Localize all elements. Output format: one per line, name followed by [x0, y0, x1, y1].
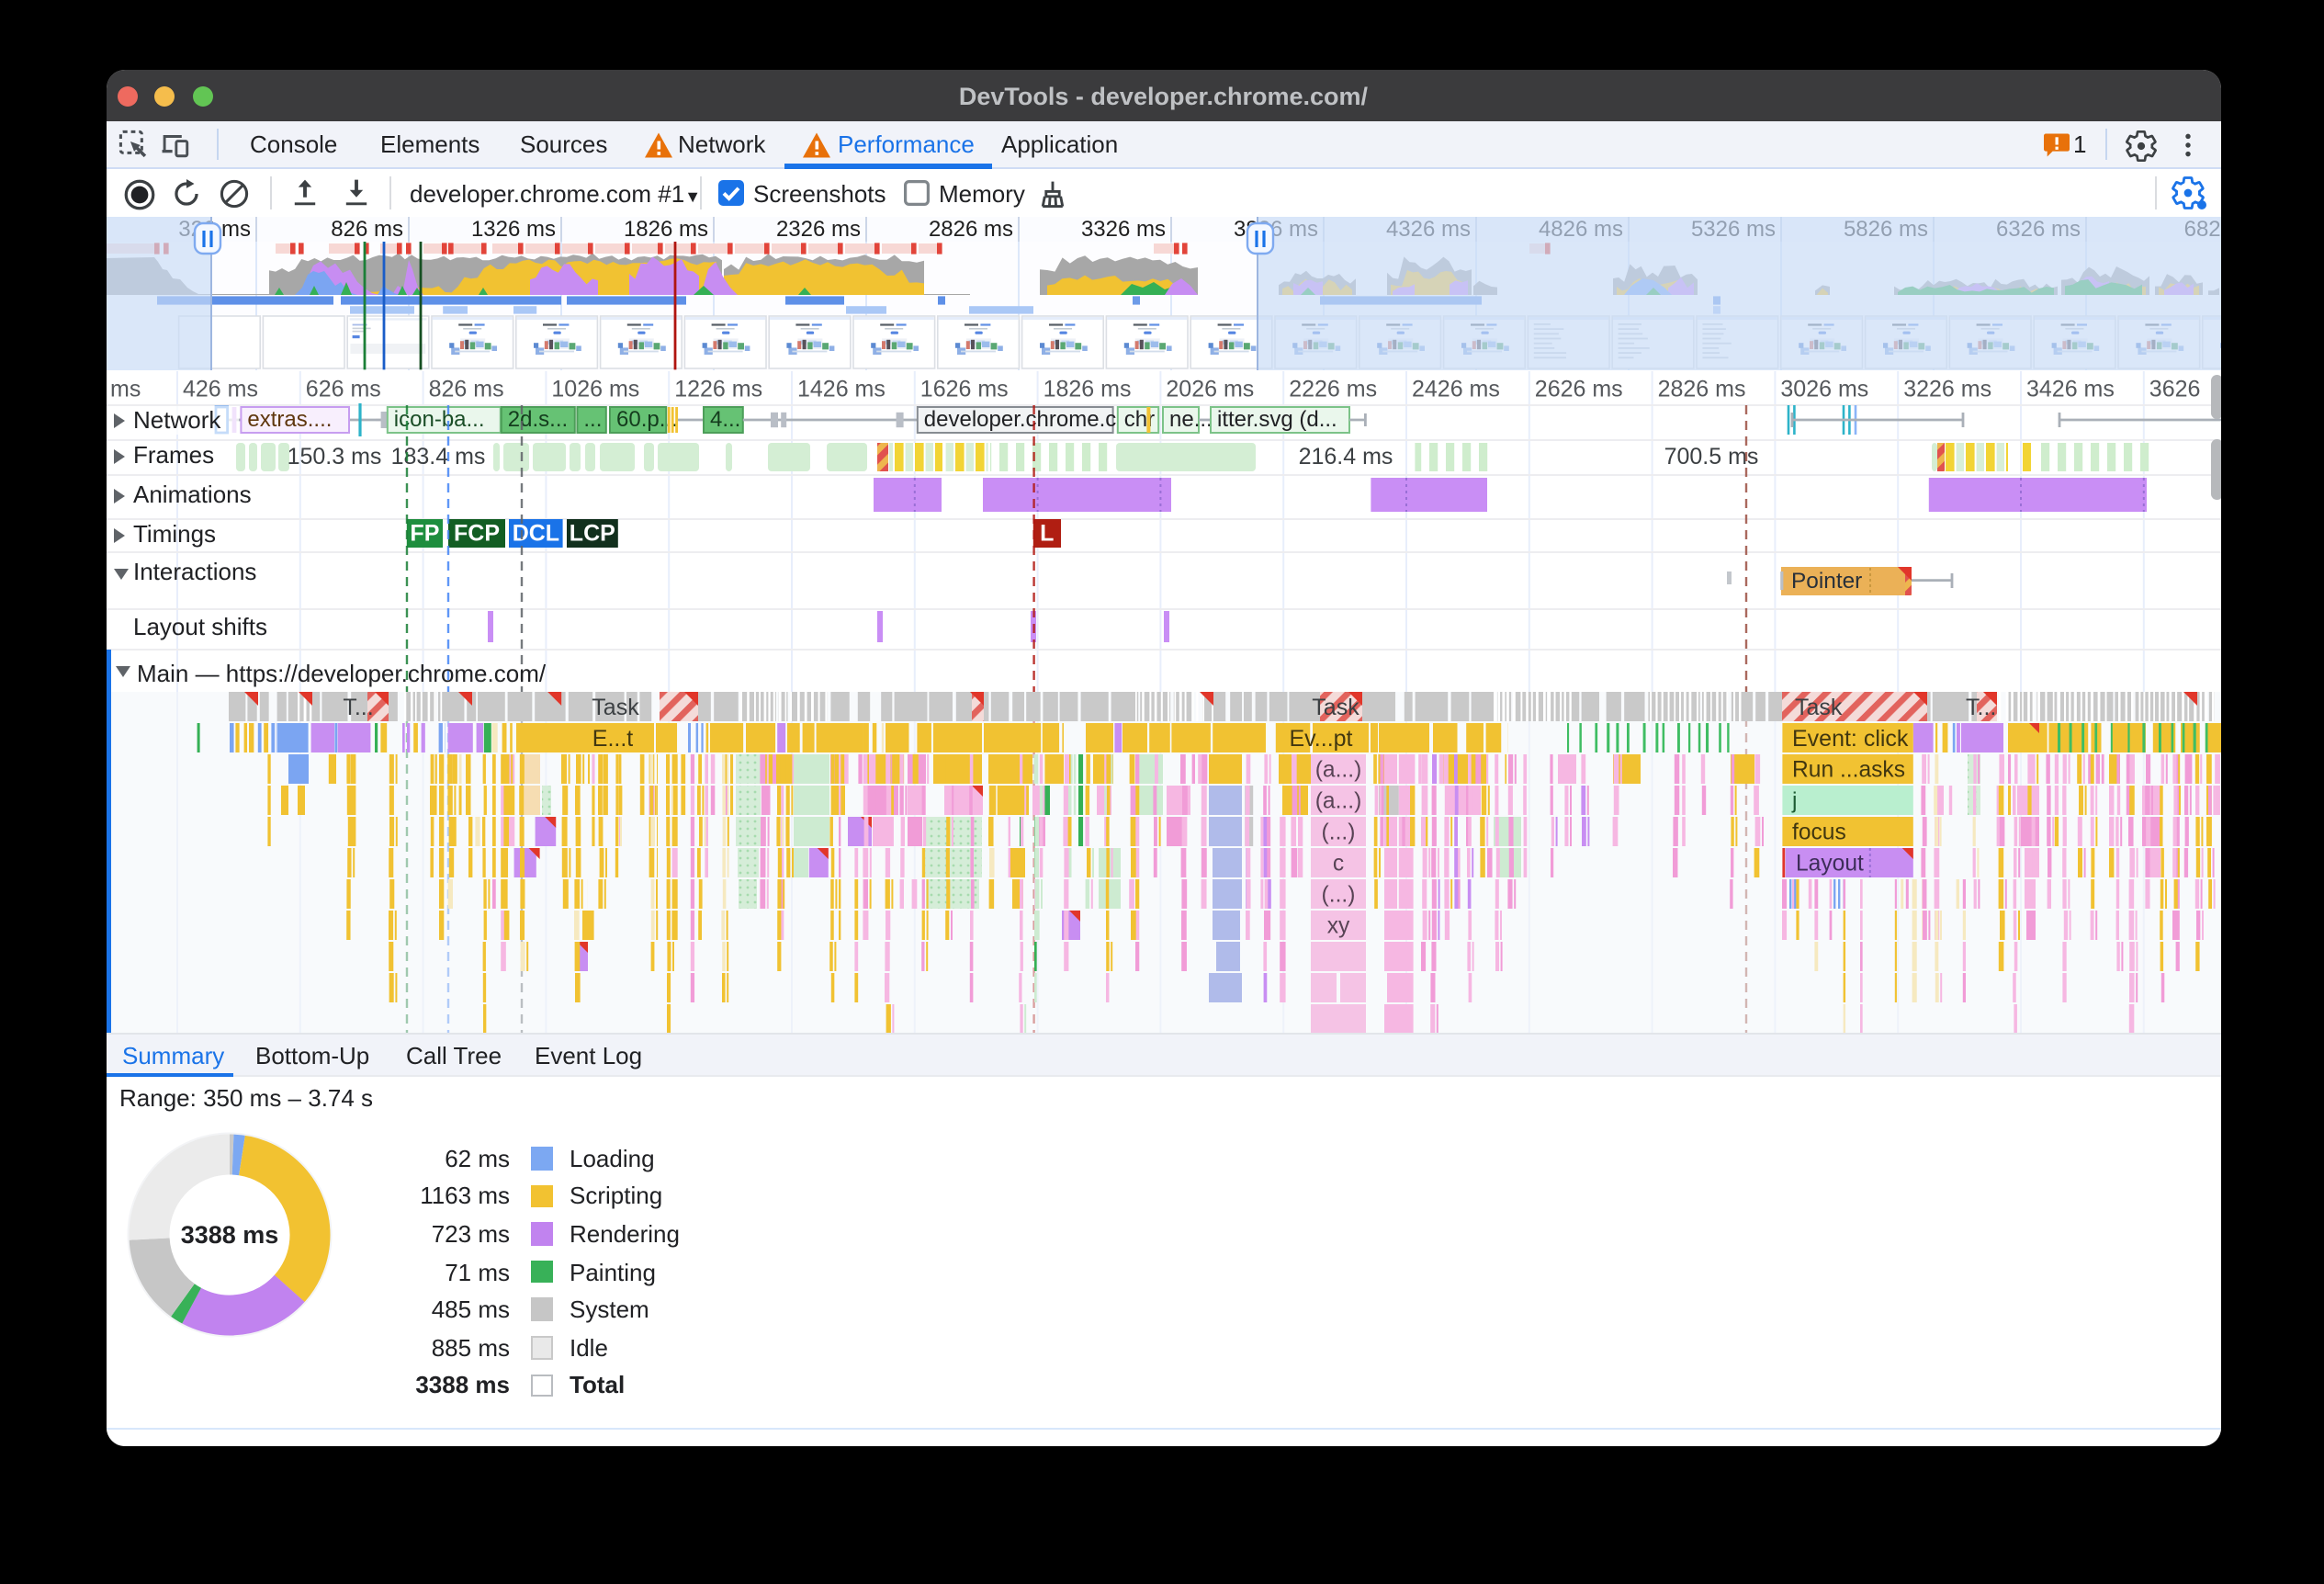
svg-text:1626 ms: 1626 ms	[919, 376, 1008, 402]
svg-text:426 ms: 426 ms	[182, 376, 257, 402]
svg-text:FCP: FCP	[453, 520, 499, 546]
svg-text:(...): (...)	[1321, 820, 1355, 844]
svg-text:1226 ms: 1226 ms	[673, 376, 762, 402]
svg-text:2226 ms: 2226 ms	[1288, 376, 1376, 402]
svg-text:(a...): (a...)	[1314, 757, 1361, 782]
svg-text:826 ms: 826 ms	[428, 376, 503, 402]
svg-text:3388 ms: 3388 ms	[180, 1221, 278, 1249]
svg-text:c: c	[1332, 851, 1343, 876]
svg-text:Interactions: Interactions	[132, 557, 255, 584]
svg-text:3426 ms: 3426 ms	[2025, 376, 2114, 402]
svg-text:L: L	[1039, 520, 1053, 546]
svg-text:3226 ms: 3226 ms	[1902, 376, 1991, 402]
svg-text:focus: focus	[1791, 820, 1845, 844]
svg-text:j: j	[1790, 788, 1796, 813]
svg-text:2626 ms: 2626 ms	[1534, 376, 1622, 402]
svg-text:700.5 ms: 700.5 ms	[1664, 443, 1758, 469]
svg-text:...: ...	[582, 406, 601, 431]
svg-text:Run ...asks: Run ...asks	[1791, 757, 1904, 782]
svg-text:extras....: extras....	[246, 406, 331, 431]
svg-text:2826 ms: 2826 ms	[1657, 376, 1745, 402]
svg-text:3026 ms: 3026 ms	[1779, 376, 1867, 402]
svg-text:(a...): (a...)	[1314, 788, 1361, 813]
svg-text:Pointer: Pointer	[1790, 568, 1861, 593]
svg-text:1326 ms: 1326 ms	[470, 217, 555, 242]
svg-text:FP: FP	[409, 520, 438, 546]
svg-text:DCL: DCL	[512, 520, 558, 546]
svg-text:Network: Network	[132, 405, 220, 433]
svg-text:3326 ms: 3326 ms	[1080, 217, 1165, 242]
svg-text:Task: Task	[591, 694, 638, 719]
svg-text:1826 ms: 1826 ms	[1043, 376, 1131, 402]
svg-text:626 ms: 626 ms	[305, 376, 380, 402]
svg-text:Main — https://developer.chrom: Main — https://developer.chrome.com/	[136, 659, 546, 686]
svg-text:1426 ms: 1426 ms	[796, 376, 885, 402]
svg-text:xy: xy	[1326, 913, 1349, 938]
svg-text:LCP: LCP	[569, 520, 615, 546]
svg-text:2326 ms: 2326 ms	[775, 217, 860, 242]
svg-text:183.4 ms: 183.4 ms	[390, 443, 485, 469]
svg-text:60.p...: 60.p...	[615, 406, 677, 431]
svg-text:4...: 4...	[709, 406, 739, 431]
svg-text:2826 ms: 2826 ms	[928, 217, 1012, 242]
svg-text:Timings: Timings	[132, 519, 215, 547]
svg-text:Layout: Layout	[1795, 851, 1863, 876]
svg-text:Frames: Frames	[132, 440, 213, 468]
svg-text:Event: click: Event: click	[1791, 725, 1908, 751]
svg-text:icon-ba...: icon-ba...	[393, 406, 484, 431]
svg-text:T...: T...	[1965, 694, 1995, 719]
svg-text:216.4 ms: 216.4 ms	[1298, 443, 1393, 469]
svg-text:Ev...pt: Ev...pt	[1288, 725, 1351, 751]
svg-text:itter.svg (d...: itter.svg (d...	[1216, 406, 1337, 431]
svg-text:Task: Task	[1311, 694, 1359, 719]
svg-text:150.3 ms: 150.3 ms	[287, 443, 381, 469]
svg-text:(...): (...)	[1321, 882, 1355, 907]
svg-text:E...t: E...t	[592, 725, 633, 751]
svg-text:Animations: Animations	[132, 480, 251, 507]
svg-text:2426 ms: 2426 ms	[1411, 376, 1499, 402]
svg-text:Task: Task	[1794, 694, 1842, 719]
svg-text:T...: T...	[342, 694, 372, 719]
svg-text:2d.s...: 2d.s...	[507, 406, 567, 431]
svg-text:2026 ms: 2026 ms	[1165, 376, 1253, 402]
svg-text:Layout shifts: Layout shifts	[132, 612, 266, 639]
svg-text:826 ms: 826 ms	[330, 217, 402, 242]
svg-text:1826 ms: 1826 ms	[623, 217, 707, 242]
svg-text:3626: 3626	[2149, 376, 2200, 402]
svg-text:1026 ms: 1026 ms	[550, 376, 638, 402]
svg-text:ms: ms	[109, 376, 140, 402]
svg-text:developer.chrome.c: developer.chrome.c	[923, 406, 1115, 431]
